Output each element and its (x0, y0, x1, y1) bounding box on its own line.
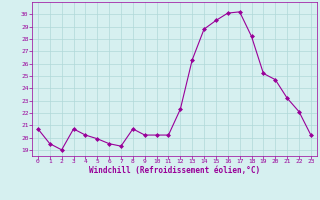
X-axis label: Windchill (Refroidissement éolien,°C): Windchill (Refroidissement éolien,°C) (89, 166, 260, 175)
